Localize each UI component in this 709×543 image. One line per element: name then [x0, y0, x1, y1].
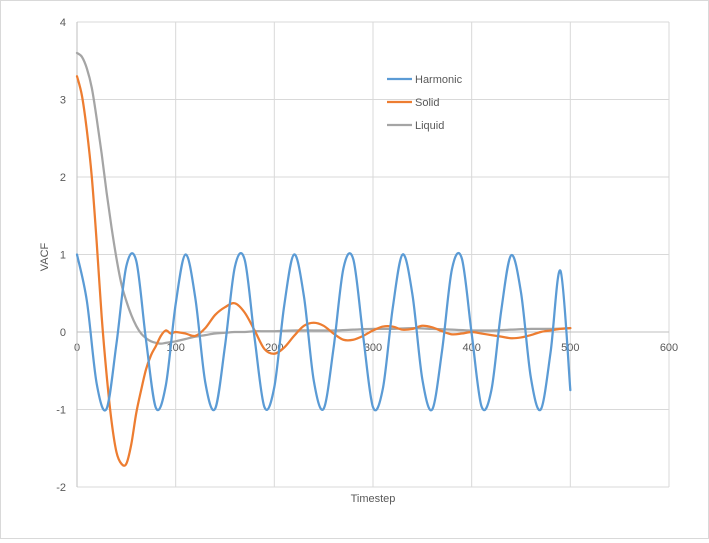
- legend-label-solid: Solid: [415, 97, 439, 109]
- x-axis-title: Timestep: [351, 493, 396, 505]
- x-tick-label: 300: [364, 342, 382, 354]
- y-tick-label: -2: [56, 482, 66, 494]
- series-line-liquid: [75, 51, 572, 345]
- x-tick-label: 400: [462, 342, 480, 354]
- y-axis-title: VACF: [39, 242, 51, 271]
- y-tick-label: 4: [60, 17, 66, 29]
- x-tick-label: 600: [660, 342, 678, 354]
- y-tick-label: 2: [60, 172, 66, 184]
- y-tick-label: -1: [56, 405, 66, 417]
- series-lines: [75, 51, 572, 467]
- y-tick-label: 1: [60, 250, 66, 262]
- legend-label-liquid: Liquid: [415, 120, 444, 132]
- axes: -2-1012340100200300400500600: [56, 17, 678, 494]
- legend: Harmonic Solid Liquid: [387, 74, 463, 132]
- x-tick-label: 500: [561, 342, 579, 354]
- series-line-harmonic: [75, 251, 572, 412]
- y-tick-label: 3: [60, 95, 66, 107]
- y-tick-label: 0: [60, 327, 66, 339]
- gridlines: [77, 21, 670, 488]
- legend-label-harmonic: Harmonic: [415, 74, 463, 86]
